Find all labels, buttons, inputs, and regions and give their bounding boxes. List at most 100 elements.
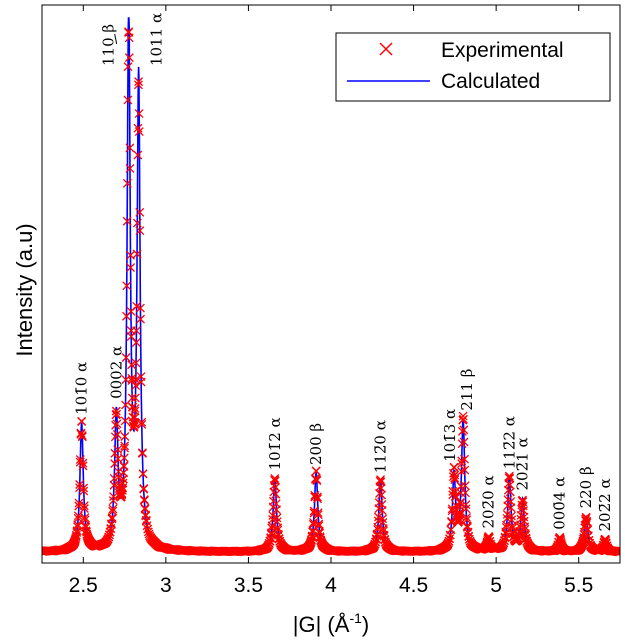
experimental-point bbox=[378, 514, 388, 524]
experimental-point bbox=[139, 496, 149, 505]
experimental-point bbox=[131, 375, 141, 385]
experimental-point bbox=[513, 533, 523, 543]
experimental-point bbox=[79, 501, 89, 511]
experimental-point bbox=[458, 411, 468, 421]
experimental-point bbox=[122, 178, 132, 188]
experimental-point bbox=[506, 511, 516, 521]
experimental-point bbox=[462, 512, 472, 522]
experimental-point bbox=[314, 519, 324, 529]
x-axis-title: |G| (Å-1) bbox=[293, 610, 369, 637]
experimental-point bbox=[271, 482, 281, 492]
experimental-point bbox=[133, 80, 143, 90]
experimental-point bbox=[79, 504, 89, 513]
experimental-point bbox=[132, 249, 142, 259]
experimental-point bbox=[110, 448, 120, 458]
experimental-point bbox=[130, 403, 140, 413]
experimental-point bbox=[131, 338, 141, 347]
experimental-point bbox=[137, 417, 147, 427]
experimental-point bbox=[75, 455, 85, 464]
y-axis-title: Intensity (a.u) bbox=[12, 223, 37, 356]
experimental-point bbox=[118, 478, 128, 488]
experimental-point bbox=[125, 163, 135, 173]
experimental-point bbox=[312, 492, 322, 502]
experimental-point bbox=[137, 419, 147, 429]
experimental-point bbox=[446, 525, 456, 535]
experimental-point bbox=[461, 504, 471, 514]
experimental-point bbox=[112, 430, 122, 439]
experimental-point bbox=[134, 127, 144, 137]
legend: Experimental Calculated bbox=[335, 32, 611, 102]
peak-label: 0002 α bbox=[107, 346, 125, 399]
experimental-point bbox=[500, 535, 509, 545]
experimental-point bbox=[376, 475, 386, 485]
experimental-point bbox=[110, 459, 120, 469]
experimental-point bbox=[505, 487, 515, 497]
experimental-point bbox=[120, 416, 130, 426]
experimental-point bbox=[460, 488, 470, 498]
experimental-point bbox=[449, 463, 459, 473]
experimental-point bbox=[120, 441, 130, 451]
experimental-point bbox=[268, 511, 278, 521]
experimental-point bbox=[122, 216, 132, 226]
peak-label: 101̄3 α bbox=[441, 409, 459, 462]
experimental-point bbox=[125, 143, 135, 153]
experimental-point bbox=[132, 218, 142, 228]
experimental-point bbox=[107, 514, 117, 524]
experimental-point bbox=[458, 414, 468, 424]
experimental-point bbox=[112, 419, 122, 429]
experimental-point bbox=[457, 459, 467, 469]
x-tick-label: 5 bbox=[490, 574, 502, 597]
experimental-point bbox=[309, 518, 318, 527]
experimental-point bbox=[448, 486, 458, 496]
experimental-point bbox=[138, 469, 148, 479]
peak-label: 220 β bbox=[577, 466, 595, 508]
peak-label: 202̄0 α bbox=[480, 475, 498, 528]
experimental-point bbox=[79, 483, 89, 493]
experimental-point bbox=[136, 314, 145, 324]
experimental-point bbox=[117, 485, 127, 495]
experimental-point bbox=[129, 421, 139, 431]
peak-label: 202̄1 α bbox=[514, 437, 532, 490]
experimental-point bbox=[124, 53, 134, 63]
experimental-point bbox=[77, 431, 87, 441]
x-axis: 2.5 3 3.5 4 4.5 5 5.5 bbox=[69, 5, 593, 597]
experimental-point bbox=[119, 461, 129, 471]
experimental-point bbox=[582, 516, 592, 526]
x-tick-label: 5.5 bbox=[564, 574, 593, 597]
experimental-point bbox=[105, 527, 115, 537]
experimental-point bbox=[123, 62, 133, 72]
experimental-point bbox=[505, 480, 515, 490]
experimental-point bbox=[113, 445, 123, 454]
peak-label: 000̄4 α bbox=[551, 477, 569, 530]
experimental-point bbox=[108, 506, 118, 516]
experimental-point bbox=[615, 547, 620, 557]
peak-label: 101̄2 α bbox=[266, 417, 284, 470]
experimental-point bbox=[459, 425, 469, 435]
peak-label: 110 β bbox=[100, 24, 118, 66]
experimental-point bbox=[133, 150, 143, 160]
experimental-point bbox=[121, 400, 130, 410]
experimental-point bbox=[108, 504, 118, 514]
experimental-point bbox=[460, 465, 470, 475]
peak-label: 101̄0 α bbox=[73, 362, 91, 415]
legend-label-calculated: Calculated bbox=[441, 70, 540, 93]
experimental-point bbox=[79, 486, 89, 496]
experimental-point bbox=[80, 513, 90, 523]
experimental-point bbox=[77, 432, 87, 442]
peak-pointer-line bbox=[114, 33, 118, 45]
experimental-point bbox=[445, 534, 455, 544]
experimental-point bbox=[455, 511, 464, 521]
experimental-point bbox=[377, 505, 387, 515]
experimental-point bbox=[130, 406, 140, 416]
peak-label: 1011 α bbox=[148, 13, 166, 66]
x-tick-label: 2.5 bbox=[69, 574, 98, 597]
experimental-point bbox=[127, 393, 137, 403]
experimental-point bbox=[455, 509, 465, 519]
experimental-point bbox=[460, 481, 470, 491]
experimental-point bbox=[373, 516, 383, 526]
experimental-point bbox=[122, 281, 132, 291]
experimental-point bbox=[143, 524, 153, 534]
experimental-point bbox=[135, 207, 145, 217]
experimental-point bbox=[504, 471, 514, 481]
experimental-point bbox=[134, 109, 144, 119]
